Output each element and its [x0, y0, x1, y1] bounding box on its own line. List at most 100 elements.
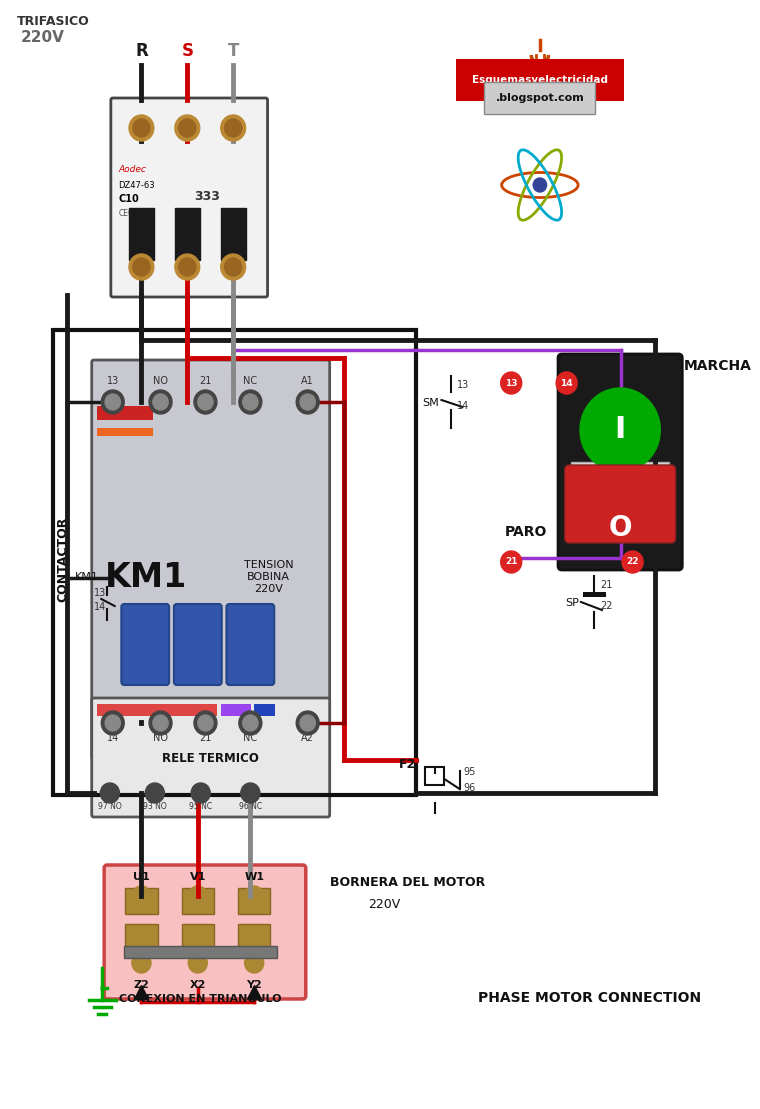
Circle shape	[175, 115, 200, 141]
Text: DZ47-63: DZ47-63	[119, 181, 155, 190]
FancyBboxPatch shape	[92, 698, 330, 817]
Circle shape	[198, 715, 213, 731]
Text: Aodec: Aodec	[119, 165, 147, 174]
Text: Z2: Z2	[134, 980, 150, 990]
FancyBboxPatch shape	[92, 360, 330, 759]
Text: 13: 13	[93, 588, 106, 598]
Circle shape	[133, 258, 150, 276]
Text: 22: 22	[626, 558, 639, 567]
Text: Esquemasyelectricidad: Esquemasyelectricidad	[472, 75, 608, 85]
Circle shape	[133, 119, 150, 138]
Text: O: O	[609, 513, 632, 542]
Text: 21: 21	[199, 733, 211, 743]
Circle shape	[224, 258, 242, 276]
Text: PHASE MOTOR CONNECTION: PHASE MOTOR CONNECTION	[478, 991, 701, 1005]
Circle shape	[501, 551, 521, 573]
Bar	[426, 767, 445, 785]
Circle shape	[149, 390, 172, 414]
Circle shape	[534, 179, 546, 192]
Text: 97 NO: 97 NO	[98, 802, 122, 811]
Circle shape	[224, 119, 242, 138]
FancyBboxPatch shape	[565, 465, 676, 543]
Circle shape	[105, 715, 120, 731]
Circle shape	[188, 953, 207, 973]
Text: 95 NC: 95 NC	[189, 802, 212, 811]
FancyBboxPatch shape	[122, 604, 169, 685]
Text: X2: X2	[189, 980, 206, 990]
Text: A1: A1	[301, 376, 314, 386]
Circle shape	[242, 715, 258, 731]
Circle shape	[129, 115, 154, 141]
Bar	[583, 592, 606, 597]
Text: T: T	[227, 42, 239, 60]
Circle shape	[300, 715, 315, 731]
Text: 14: 14	[457, 401, 469, 411]
Text: 13: 13	[106, 376, 119, 386]
Circle shape	[101, 390, 124, 414]
Circle shape	[149, 711, 172, 735]
Circle shape	[153, 715, 168, 731]
Circle shape	[241, 783, 260, 803]
Text: Y2: Y2	[246, 980, 262, 990]
Text: NO: NO	[153, 376, 168, 386]
Text: I: I	[615, 416, 625, 445]
Circle shape	[194, 390, 217, 414]
Bar	[125, 924, 157, 950]
Text: BORNERA DEL MOTOR: BORNERA DEL MOTOR	[330, 876, 485, 889]
Circle shape	[188, 886, 207, 906]
Circle shape	[296, 711, 319, 735]
FancyBboxPatch shape	[111, 98, 268, 297]
Bar	[238, 924, 271, 950]
Bar	[129, 208, 154, 260]
Text: 95: 95	[464, 767, 476, 777]
Text: SP: SP	[565, 598, 580, 608]
Text: A2: A2	[301, 733, 314, 743]
Circle shape	[622, 551, 643, 573]
Circle shape	[245, 953, 264, 973]
FancyBboxPatch shape	[558, 354, 682, 570]
Bar	[220, 208, 245, 260]
Text: 96 NC: 96 NC	[239, 802, 262, 811]
Circle shape	[580, 388, 660, 472]
Bar	[97, 428, 153, 436]
Circle shape	[194, 711, 217, 735]
Text: CONEXION EN TRIANGULO: CONEXION EN TRIANGULO	[119, 994, 282, 1004]
Bar	[52, 330, 416, 795]
Text: U1: U1	[133, 872, 150, 882]
Text: 13: 13	[457, 380, 469, 390]
Text: S: S	[182, 42, 193, 60]
Text: .blogspot.com: .blogspot.com	[496, 93, 584, 103]
Circle shape	[153, 394, 168, 410]
Circle shape	[191, 783, 211, 803]
Text: NO: NO	[153, 733, 168, 743]
Circle shape	[501, 372, 521, 394]
Text: KM1: KM1	[74, 572, 98, 582]
Bar	[97, 406, 153, 420]
Circle shape	[132, 886, 151, 906]
Circle shape	[198, 394, 213, 410]
Text: RELE TERMICO: RELE TERMICO	[162, 752, 258, 764]
Text: 21: 21	[600, 580, 613, 590]
Circle shape	[239, 390, 262, 414]
Text: 13: 13	[505, 378, 518, 387]
FancyBboxPatch shape	[174, 604, 222, 685]
Bar	[572, 462, 669, 482]
Text: F2: F2	[398, 757, 416, 771]
Text: 22: 22	[600, 601, 613, 611]
Circle shape	[556, 372, 577, 394]
Text: R: R	[135, 42, 147, 60]
Circle shape	[105, 394, 120, 410]
Bar	[182, 924, 214, 950]
Bar	[182, 888, 214, 914]
Circle shape	[100, 783, 119, 803]
Circle shape	[245, 886, 264, 906]
Bar	[220, 704, 252, 716]
Text: V1: V1	[189, 872, 206, 882]
Bar	[124, 946, 277, 958]
Circle shape	[242, 394, 258, 410]
Circle shape	[220, 115, 245, 141]
Text: 93 NO: 93 NO	[143, 802, 166, 811]
Circle shape	[239, 711, 262, 735]
FancyBboxPatch shape	[104, 865, 306, 999]
Text: 21: 21	[199, 376, 211, 386]
